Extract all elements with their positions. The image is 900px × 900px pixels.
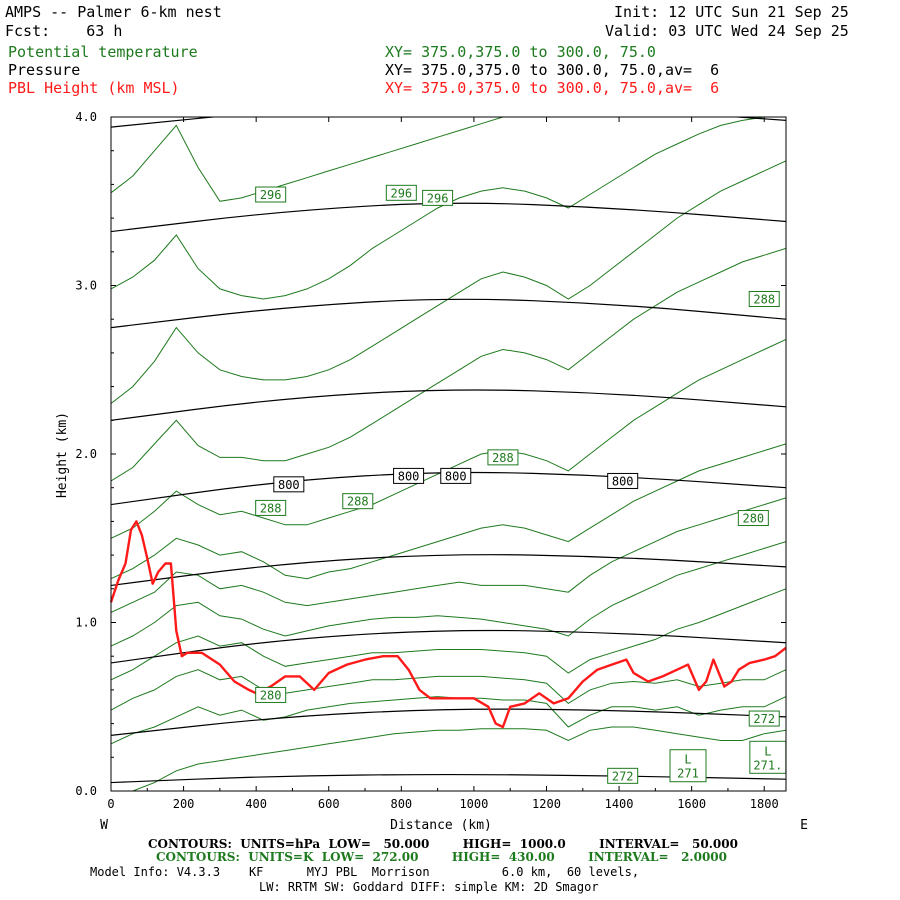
pressure-label: 800 [445, 469, 467, 483]
x-tick-label: 600 [318, 797, 340, 811]
theta-label-box [737, 510, 769, 527]
theta-low-box [669, 749, 707, 783]
pressure-label: 800 [612, 474, 634, 488]
pbl-height-series [109, 520, 787, 729]
pressure-label-box [273, 476, 305, 493]
pressure-contour-7 [111, 202, 786, 233]
forecast-hour: Fcst: 63 h [5, 22, 123, 40]
theta-contour-276 [111, 696, 786, 745]
theta-contours [111, 117, 786, 791]
theta-contour-280 [111, 588, 786, 681]
x-tick-label: 400 [245, 797, 267, 811]
pressure-contour-4 [111, 471, 786, 506]
theta-contour-284 [111, 497, 786, 613]
theta-contour-282 [111, 541, 786, 647]
theta-label: 272 [612, 769, 634, 783]
pressure-contour-2 [111, 629, 786, 664]
axes: 0 200 400 600 800 1000 1200 1400 1600 1800 0.0 1.0 2… [75, 110, 786, 811]
plot-frame [110, 116, 787, 792]
y-tick-label: 1.0 [75, 616, 97, 630]
legend-theta-xy: XY= 375.0,375.0 to 300.0, 75.0 [385, 43, 656, 61]
legend-pressure-name: Pressure [8, 61, 81, 79]
pressure-label-box [393, 467, 425, 484]
legend-pressure-xy: XY= 375.0,375.0 to 300.0, 75.0,av= 6 [385, 61, 720, 79]
y-tick-label: 0.0 [75, 784, 97, 798]
y-tick-label: 2.0 [75, 447, 97, 461]
theta-contour-296 [111, 117, 786, 202]
theta-label: 296 [427, 191, 449, 205]
pressure-contour-3 [111, 554, 786, 587]
theta-label-box [422, 189, 454, 206]
x-tick-label: 1000 [459, 797, 488, 811]
theta-low-value: 271 [677, 767, 699, 781]
footer-theta-contours: CONTOURS: UNITS=K LOW= 272.00 HIGH= 430.… [156, 850, 727, 864]
legend-pbl-name: PBL Height (km MSL) [8, 79, 180, 97]
pbl-height-line [109, 520, 787, 729]
pressure-contour-1 [111, 708, 786, 736]
y-tick-label: 3.0 [75, 279, 97, 293]
theta-label: 288 [492, 451, 514, 465]
footer-pressure-contours: CONTOURS: UNITS=hPa LOW= 50.000 HIGH= 10… [148, 837, 738, 851]
pressure-contours [111, 117, 786, 784]
pressure-label-box [440, 467, 472, 484]
theta-low-box [749, 740, 787, 774]
x-tick-label: 800 [390, 797, 412, 811]
valid-time: Valid: 03 UTC Wed 24 Sep 25 [605, 22, 849, 40]
theta-label-box [255, 499, 287, 516]
theta-label: 288 [260, 501, 282, 515]
pressure-label: 800 [398, 469, 420, 483]
theta-low-value: 271. [753, 758, 782, 772]
x-axis-west-label: W [100, 818, 108, 833]
y-tick-label: 4.0 [75, 110, 97, 124]
x-tick-label: 1200 [532, 797, 561, 811]
theta-label-box [487, 449, 519, 466]
theta-label-box [748, 290, 780, 307]
pressure-contour-6 [111, 298, 786, 329]
theta-label-box [255, 186, 287, 203]
theta-label: 288 [347, 495, 369, 509]
theta-contour-294 [111, 117, 786, 300]
pressure-label: 800 [278, 478, 300, 492]
theta-low-marker: L [684, 753, 691, 767]
theta-contour-286 [111, 443, 786, 580]
x-tick-label: 1400 [605, 797, 634, 811]
theta-label: 288 [753, 292, 775, 306]
x-tick-label: 1800 [750, 797, 779, 811]
pressure-contour-5 [111, 389, 786, 421]
pressure-contour-0 [111, 773, 786, 784]
pressure-contour-8 [111, 117, 786, 128]
theta-label: 272 [753, 712, 775, 726]
x-tick-label: 0 [107, 797, 114, 811]
theta-contour-274 [111, 726, 786, 791]
footer-model-info: Model Info: V4.3.3 KF MYJ PBL Morrison 6… [90, 865, 640, 879]
theta-low-marker: L [764, 744, 771, 758]
y-axis-label: Height (km) [55, 412, 70, 498]
theta-label-box [385, 184, 417, 201]
init-time: Init: 12 UTC Sun 21 Sep 25 [614, 3, 849, 21]
pressure-label-box [607, 472, 639, 489]
theta-label: 296 [390, 186, 412, 200]
theta-label-box [342, 493, 374, 510]
theta-label-box [607, 767, 639, 784]
legend-pbl-xy: XY= 375.0,375.0 to 300.0, 75.0,av= 6 [385, 79, 720, 97]
x-tick-label: 1600 [677, 797, 706, 811]
theta-contour-290 [111, 247, 786, 482]
plot-title: AMPS -- Palmer 6-km nest [5, 3, 222, 21]
theta-label-box [748, 710, 780, 727]
theta-contour-278 [111, 669, 786, 711]
footer-physics-info: LW: RRTM SW: Goddard DIFF: simple KM: 2D… [259, 880, 599, 894]
legend-theta-name: Potential temperature [8, 43, 198, 61]
contour-labels: 800 800 800 800 296 296 296 288 288 288 288 280 280 2… [255, 184, 787, 784]
theta-label: 296 [260, 188, 282, 202]
x-axis-east-label: E [800, 818, 808, 833]
theta-label-box [255, 686, 287, 703]
x-axis-label: Distance (km) [390, 818, 492, 833]
theta-contour-288 [111, 338, 786, 539]
x-tick-label: 200 [173, 797, 195, 811]
theta-label: 280 [742, 512, 764, 526]
theta-label: 280 [260, 688, 282, 702]
